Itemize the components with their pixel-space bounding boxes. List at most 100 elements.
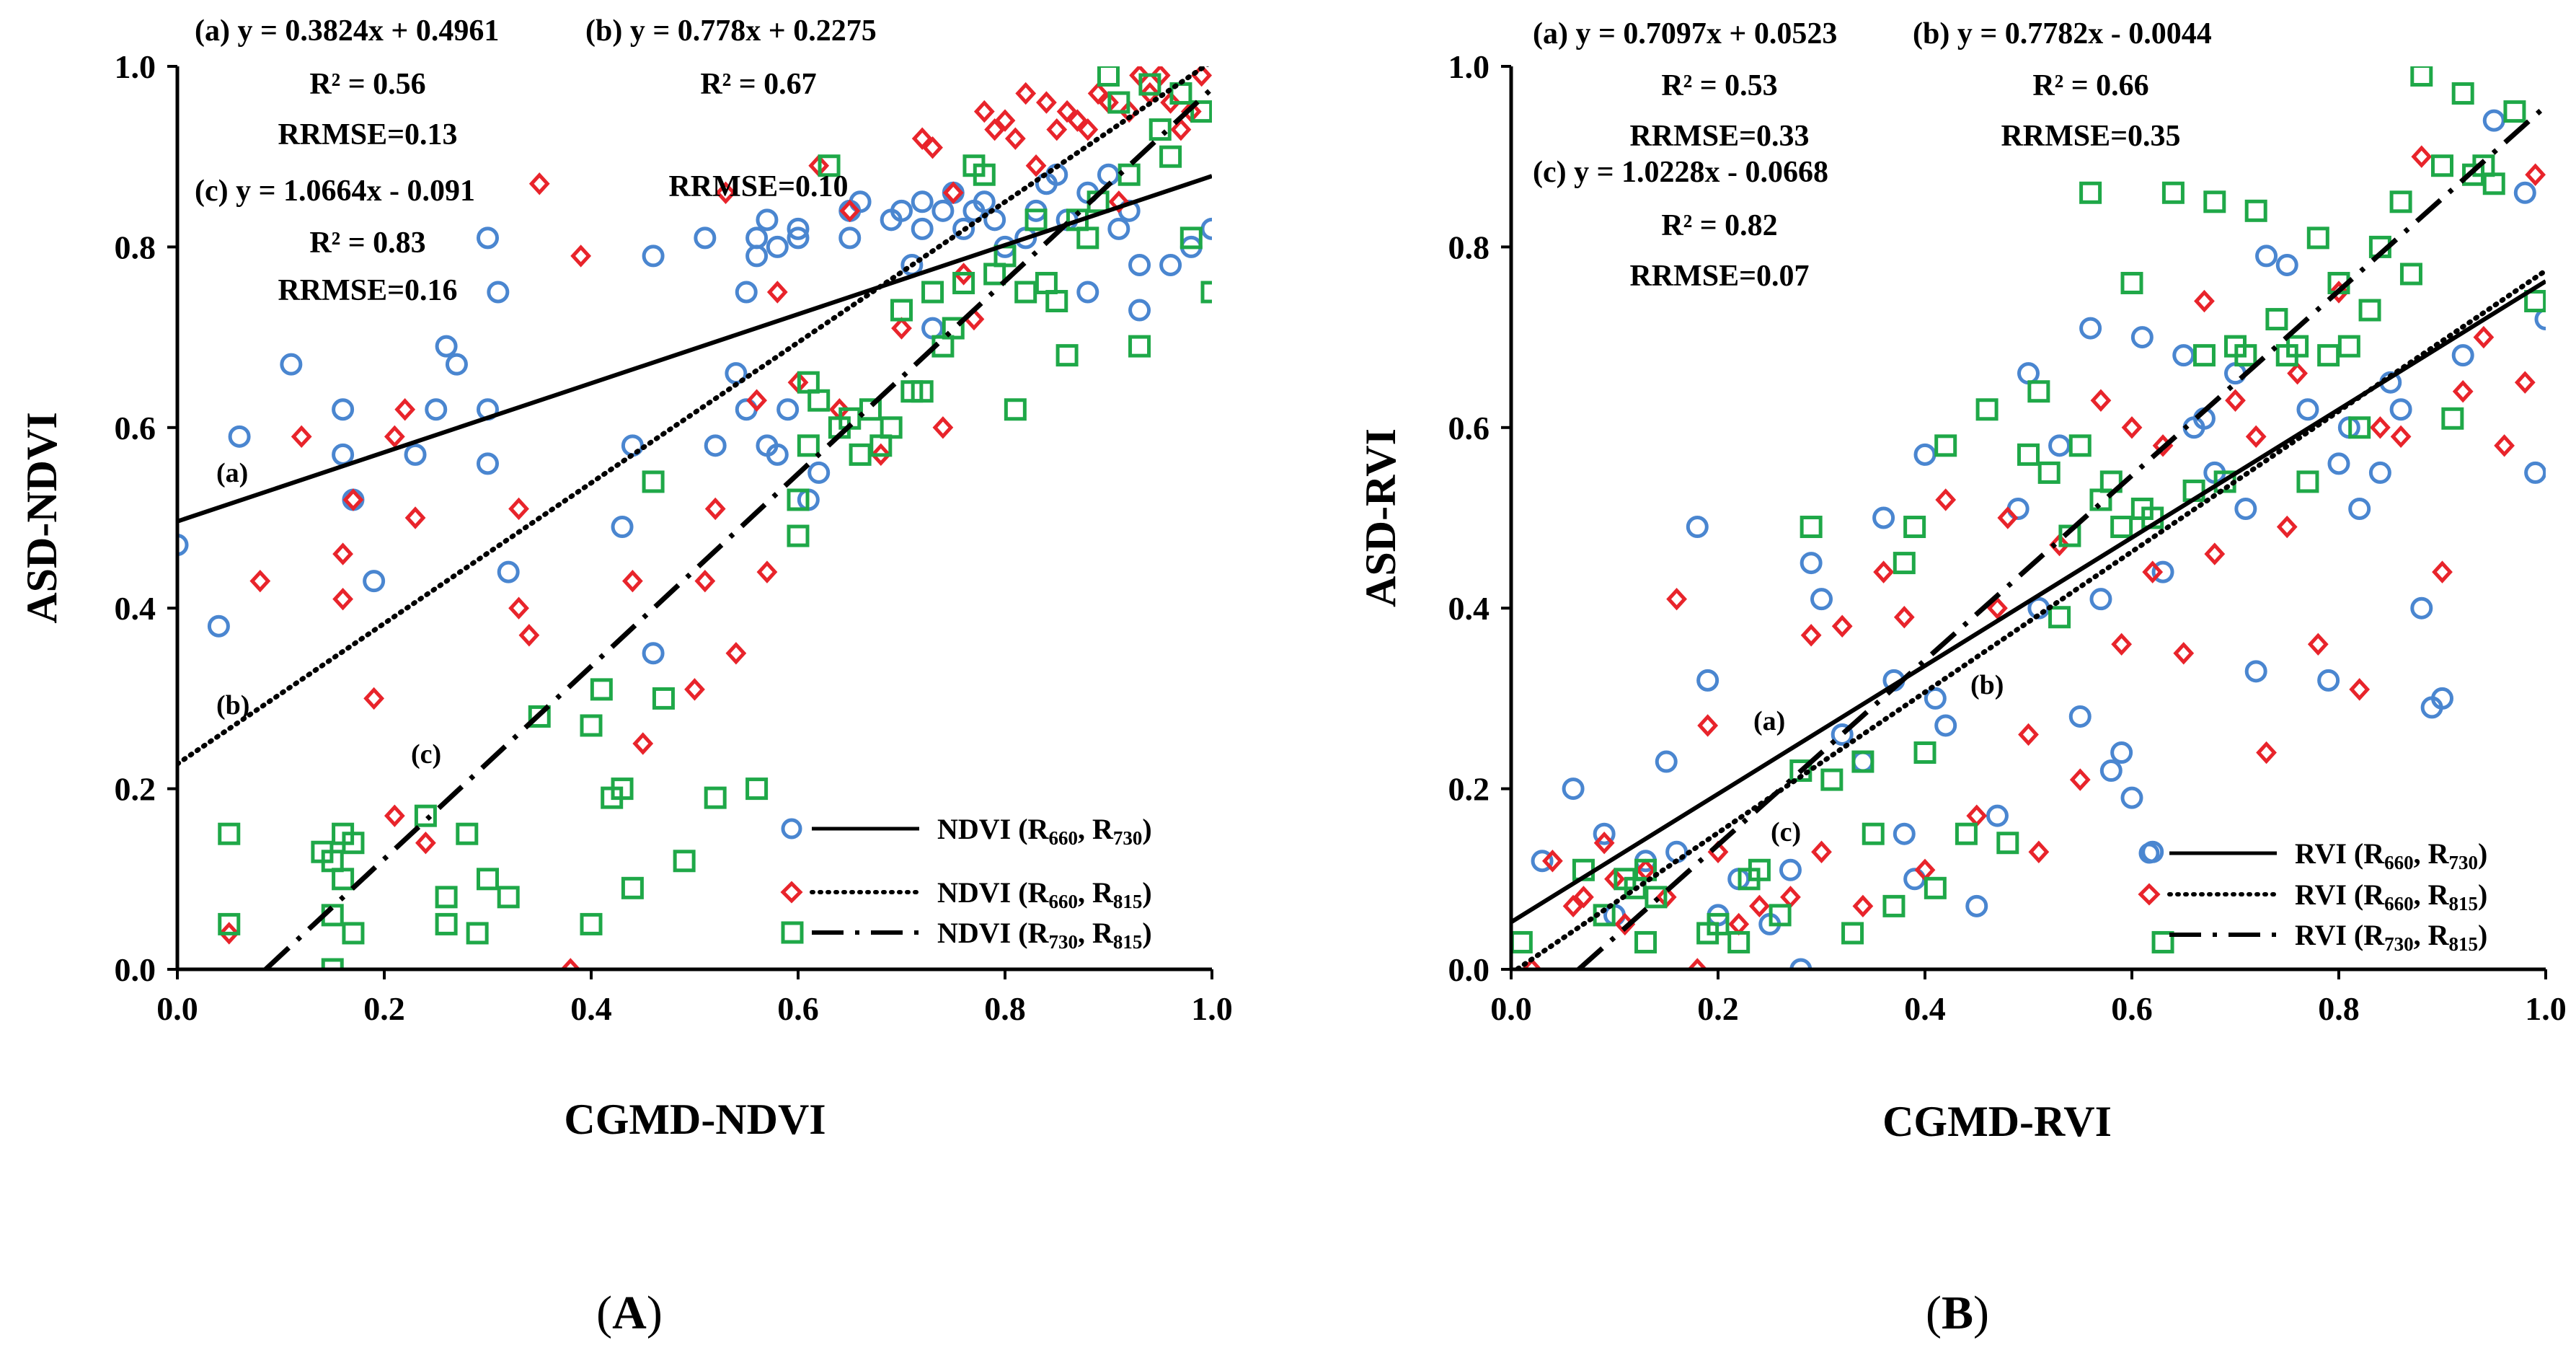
point-square	[2431, 154, 2453, 177]
x-tick-label: 0.8	[2318, 990, 2360, 1027]
point-diamond	[1749, 894, 1770, 918]
point-circle	[1965, 894, 1988, 917]
point-diamond	[1728, 912, 1750, 936]
point-circle	[2017, 362, 2040, 385]
legend-sub-1: 730	[1048, 931, 1078, 953]
point-diamond	[2307, 633, 2329, 656]
point-circle	[477, 452, 499, 475]
point-diamond	[2225, 389, 2246, 412]
point-circle	[921, 317, 944, 340]
point-diamond	[2049, 533, 2070, 557]
legend-item-rvi-730-815: RVI (R730, R815)	[2169, 919, 2487, 955]
point-square	[1138, 73, 1161, 96]
point-square	[952, 271, 975, 294]
legend-comma: , R	[2414, 837, 2450, 870]
point-circle	[1934, 714, 1957, 737]
point-square	[787, 488, 810, 511]
x-axis-title: CGMD-RVI	[1882, 1098, 2112, 1145]
legend: RVI (R660, R730) RVI (R660, R815) RVI (R…	[2138, 837, 2487, 955]
y-tick-label: 1.0	[115, 48, 156, 85]
point-circle	[1986, 804, 2009, 827]
data-layer	[1511, 66, 2546, 969]
point-circle	[745, 226, 769, 250]
point-square	[2482, 172, 2505, 195]
point-diamond	[911, 127, 933, 150]
regression-annotations: (a) y = 0.7097x + 0.0523 R² = 0.53 RRMSE…	[1533, 17, 2212, 293]
point-diamond	[1025, 154, 1047, 177]
point-square	[911, 380, 934, 403]
point-diamond	[1811, 840, 1832, 863]
point-square	[2286, 335, 2309, 358]
point-square	[2503, 100, 2526, 123]
point-diamond	[1686, 958, 1708, 969]
point-square	[818, 154, 841, 177]
point-diamond	[1873, 560, 1894, 583]
point-square	[321, 958, 344, 969]
point-square	[1841, 922, 1864, 945]
point-square	[1996, 832, 2019, 855]
regression-annotations: (a) y = 0.3824x + 0.4961 R² = 0.56 RRMSE…	[195, 14, 877, 307]
point-circle	[1128, 299, 1151, 322]
point-diamond	[384, 425, 405, 449]
point-diamond	[1004, 127, 1026, 150]
point-square	[1097, 66, 1120, 87]
point-circle	[2068, 705, 2092, 728]
point-square	[2389, 190, 2412, 213]
legend-label: NDVI (R660, R730)	[937, 813, 1152, 849]
point-diamond	[570, 244, 592, 268]
point-circle	[983, 208, 1006, 232]
point-square	[1934, 434, 1957, 457]
point-circle	[497, 560, 520, 583]
annotation-c-equation: (c) y = 1.0228x - 0.0668	[1533, 156, 1828, 189]
point-circle	[694, 226, 717, 250]
point-diamond	[394, 398, 416, 421]
point-circle	[642, 642, 665, 665]
point-circle	[973, 190, 996, 213]
line-label-b: (b)	[216, 690, 249, 721]
point-square	[2161, 181, 2185, 204]
annotation-c-rrmse: RRMSE=0.07	[1629, 260, 1809, 293]
x-tick-label: 1.0	[1191, 990, 1233, 1027]
point-circle	[1686, 516, 1709, 539]
point-diamond	[2473, 325, 2495, 349]
x-ticks: 0.0 0.2 0.4 0.6 0.8 1.0	[1490, 969, 2567, 1027]
point-diamond	[932, 416, 954, 439]
legend-sub-2: 815	[1113, 891, 1143, 912]
point-diamond	[1036, 91, 1057, 114]
point-diamond	[1521, 958, 1543, 969]
legend-close: )	[2478, 878, 2487, 911]
point-square	[497, 886, 520, 909]
point-square	[807, 389, 831, 412]
point-square	[1179, 226, 1203, 250]
y-ticks: 0.0 0.2 0.4 0.6 0.8 1.0	[115, 48, 177, 988]
point-diamond	[2069, 768, 2091, 791]
point-diamond	[2194, 289, 2215, 313]
point-circle	[766, 443, 789, 466]
point-circle	[776, 398, 800, 421]
point-square	[1800, 516, 1823, 539]
point-circle	[2079, 317, 2102, 340]
point-circle	[1200, 217, 1212, 240]
y-tick-label: 0.0	[115, 951, 156, 988]
point-square	[797, 434, 820, 457]
point-square	[1903, 516, 1926, 539]
annotation-b-r2: R² = 0.66	[2032, 69, 2148, 102]
legend-label: RVI (R660, R730)	[2295, 837, 2487, 873]
point-square	[973, 163, 996, 186]
x-tick-label: 0.4	[570, 990, 612, 1027]
y-tick-label: 0.4	[1448, 590, 1490, 627]
point-square	[1004, 398, 1027, 421]
point-diamond	[1056, 100, 1078, 123]
point-square	[1200, 281, 1212, 304]
point-square	[859, 398, 882, 421]
point-circle	[1789, 958, 1813, 969]
point-square	[2017, 443, 2040, 466]
point-diamond	[1108, 190, 1130, 213]
legend-marker-diamond	[2138, 883, 2161, 906]
point-diamond	[1697, 714, 1719, 737]
point-diamond	[2121, 416, 2143, 439]
point-square	[218, 822, 241, 845]
point-square	[1055, 344, 1079, 367]
point-circle	[1800, 552, 1823, 575]
